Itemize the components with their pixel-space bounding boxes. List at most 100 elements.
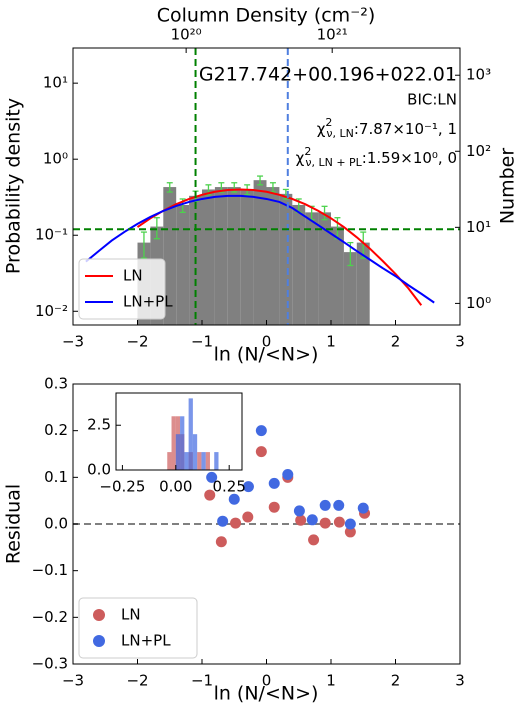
scatter-point <box>204 489 216 501</box>
scatter-point <box>344 518 356 530</box>
scatter-point <box>242 511 254 523</box>
legend-label: LN+PL <box>123 293 173 311</box>
annotation: BIC:LN <box>407 91 457 109</box>
annotation-sub: ν, LN + PL <box>305 156 362 169</box>
inset-bar <box>171 416 176 470</box>
legend-swatch <box>93 609 105 621</box>
fit-line <box>85 194 435 304</box>
scatter-point <box>215 536 227 548</box>
scatter-point <box>333 516 345 528</box>
x-tick-label: −1 <box>191 333 213 351</box>
histogram-bar <box>356 242 370 325</box>
error-bar <box>321 205 328 221</box>
error-bar <box>153 217 160 240</box>
histogram-bar <box>240 189 254 325</box>
scatter-point <box>242 481 254 493</box>
annotation: χ2 ν, LN + PL:1.59×10⁰, 0 <box>296 145 457 169</box>
inset-bar <box>175 434 181 470</box>
scatter-point <box>344 526 356 538</box>
y-tick-label: 10⁻¹ <box>35 226 68 244</box>
annotation-text: :1.59×10⁰, 0 <box>362 149 457 167</box>
x-tick-label: 1 <box>326 672 336 690</box>
y2-tick-label: 10¹ <box>466 218 491 236</box>
inset-bar <box>205 452 210 470</box>
scatter-point <box>206 471 218 483</box>
y-axis-label: Residual <box>3 484 25 564</box>
x-tick-label: −0.25 <box>99 478 145 496</box>
inset-bar <box>197 452 202 470</box>
x2-tick-label: 10²¹ <box>317 26 348 44</box>
x-tick-label: 3 <box>455 672 465 690</box>
scatter-point <box>333 499 345 511</box>
legend-box <box>78 258 166 320</box>
scatter-point <box>230 517 242 529</box>
annotation: χ2 ν, LN:7.87×10⁻¹, 1 <box>317 116 457 140</box>
scatter-point <box>255 446 267 458</box>
histogram-bar <box>318 212 331 325</box>
inset-bar <box>184 452 189 470</box>
x-tick-label: −2 <box>126 672 148 690</box>
annotation: G217.742+00.196+022.01 <box>199 64 457 86</box>
y-tick-label: −0.3 <box>32 655 68 673</box>
scatter-point <box>357 502 369 514</box>
scatter-point <box>255 425 267 437</box>
y-tick-label: 0.2 <box>44 421 68 439</box>
y2-tick-label: 10² <box>466 142 491 160</box>
y2-tick-label: 10³ <box>466 66 491 84</box>
y-tick-label: 0.1 <box>44 468 68 486</box>
scatter-point <box>217 515 229 527</box>
error-bar <box>360 231 367 259</box>
inset-bar <box>201 452 206 470</box>
inset-bar <box>188 398 193 470</box>
y-tick-label: 0.0 <box>44 515 68 533</box>
y-tick-label: −0.1 <box>32 561 68 579</box>
x-tick-label: 0.25 <box>212 478 245 496</box>
annotation-sup: 2 <box>325 116 332 129</box>
inset-bar <box>214 452 219 470</box>
y-tick-label: 0.0 <box>87 461 111 479</box>
scatter-point <box>319 517 331 529</box>
y2-axis-label: Number <box>497 148 519 225</box>
x-tick-label: −3 <box>62 333 84 351</box>
scatter-point <box>268 477 280 489</box>
x-axis-label: ln (N/<N>) <box>214 683 319 705</box>
histogram-bar <box>227 187 241 325</box>
legend-label: LN <box>123 267 143 285</box>
x-tick-label: −3 <box>62 672 84 690</box>
x-tick-label: 2 <box>391 672 401 690</box>
annotation-sub: ν, LN <box>326 127 354 140</box>
histogram-bar <box>292 204 306 325</box>
legend-label: LN+PL <box>121 632 171 650</box>
inset-frame <box>115 392 243 471</box>
histogram-bar <box>343 252 357 325</box>
y-tick-label: 10⁻² <box>35 302 68 320</box>
annotation-symbol: χ <box>317 120 326 138</box>
x2-tick-label: 10²⁰ <box>171 26 202 44</box>
inset-bar <box>167 452 172 470</box>
annotation-text: :7.87×10⁻¹, 1 <box>354 120 457 138</box>
scatter-point <box>293 505 305 517</box>
error-bar <box>140 231 147 259</box>
y2-tick-label: 10⁰ <box>466 294 491 312</box>
scatter-point <box>228 493 240 505</box>
annotation-sup: 2 <box>304 145 311 158</box>
x-tick-label: −2 <box>126 333 148 351</box>
y-tick-label: 10¹ <box>43 74 68 92</box>
error-bar <box>257 175 264 186</box>
histogram-bar <box>331 226 344 325</box>
legend-swatch <box>93 635 105 647</box>
scatter-point <box>282 469 294 481</box>
x-tick-label: 3 <box>455 333 465 351</box>
y-tick-label: 2.5 <box>87 416 111 434</box>
error-bar <box>166 182 173 193</box>
histogram-bar <box>266 187 280 325</box>
x-tick-label: 0 <box>262 333 272 351</box>
x-tick-label: 0 <box>262 672 272 690</box>
x-tick-label: 2 <box>391 333 401 351</box>
top-axis-label: Column Density (cm⁻²) <box>157 5 376 27</box>
scatter-point <box>308 534 320 546</box>
y-tick-label: −0.2 <box>32 608 68 626</box>
